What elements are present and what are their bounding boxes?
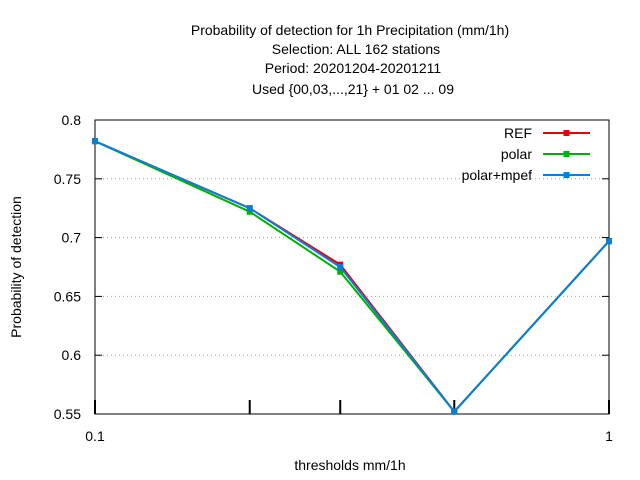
chart-title: Probability of detection for 1h Precipit… — [191, 22, 509, 97]
x-tick-label: 1 — [605, 428, 613, 444]
tick-labels: 0.55 0.6 0.65 0.7 0.75 0.8 0.1 1 — [54, 112, 613, 444]
data-point — [606, 238, 612, 245]
plot-frame — [94, 119, 610, 415]
legend-label: REF — [504, 125, 532, 141]
y-tick-label: 0.6 — [62, 347, 82, 363]
title-line-1: Probability of detection for 1h Precipit… — [191, 22, 509, 38]
data-point — [337, 268, 344, 275]
title-line-4: Used {00,03,...,21} + 01 02 ... 09 — [252, 81, 454, 97]
legend-swatch-marker — [563, 151, 570, 157]
title-line-2: Selection: ALL 162 stations — [272, 41, 440, 57]
data-point — [451, 408, 458, 415]
x-axis-label: thresholds mm/1h — [294, 457, 405, 473]
data-point — [246, 208, 253, 215]
legend: REF polar polar+mpef — [462, 125, 590, 183]
y-tick-label: 0.7 — [62, 230, 82, 246]
axis-ticks — [94, 119, 610, 415]
grid-lines — [95, 178, 609, 356]
y-tick-label: 0.65 — [54, 288, 81, 304]
data-point — [337, 264, 344, 270]
legend-swatch-marker — [563, 172, 570, 178]
legend-label: polar+mpef — [462, 167, 533, 183]
y-tick-label: 0.55 — [54, 406, 81, 422]
y-axis-label: Probability of detection — [8, 196, 24, 338]
legend-label: polar — [501, 146, 532, 162]
series-lines — [92, 138, 612, 415]
data-point — [92, 138, 98, 145]
y-tick-label: 0.75 — [54, 171, 81, 187]
title-line-3: Period: 20201204-20201211 — [265, 60, 442, 76]
data-point — [246, 205, 253, 212]
y-tick-label: 0.8 — [62, 112, 82, 128]
x-tick-label: 0.1 — [85, 428, 105, 444]
legend-swatch-marker — [563, 130, 570, 136]
